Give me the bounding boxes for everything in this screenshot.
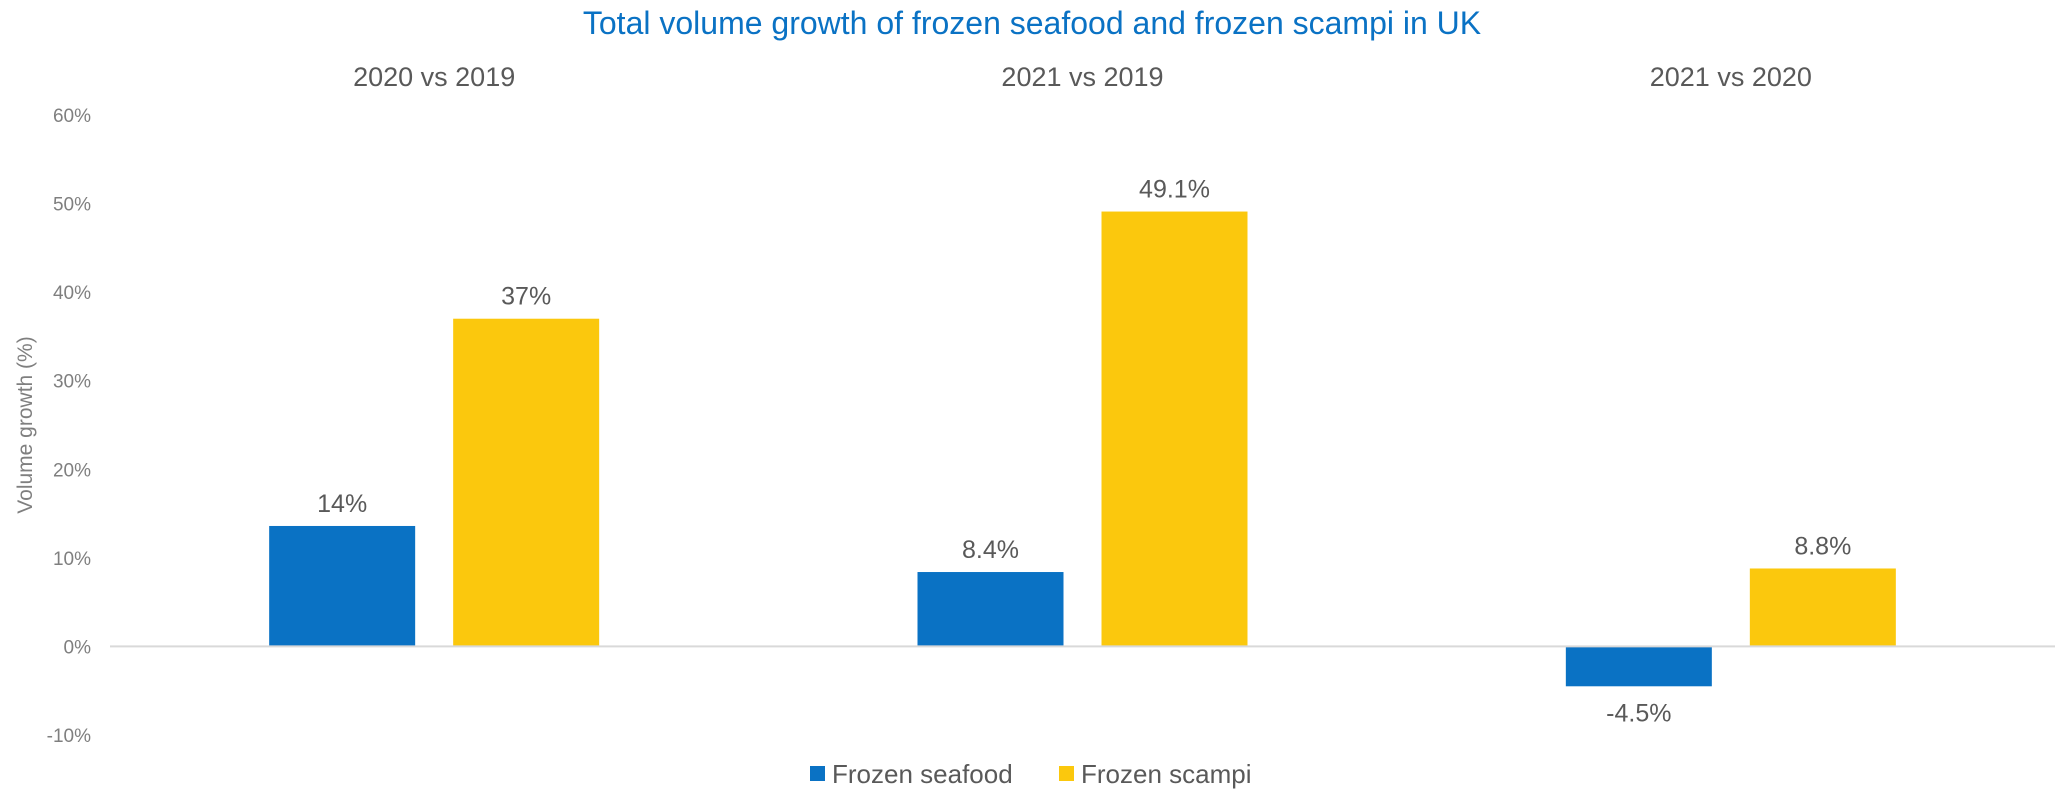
data-labels: 14% 37% 8.4% 49.1% -4.5% 8.8% <box>317 176 1851 728</box>
y-tick-label: 0% <box>64 637 92 658</box>
data-label: -4.5% <box>1606 699 1671 727</box>
y-tick-label: 60% <box>53 106 91 127</box>
category-labels: 2020 vs 2019 2021 vs 2019 2021 vs 2020 <box>353 62 1812 92</box>
y-axis-label: Volume growth (%) <box>14 336 37 513</box>
bar <box>1749 568 1896 647</box>
legend-swatch <box>1059 766 1074 781</box>
category-label: 2021 vs 2020 <box>1650 62 1812 92</box>
bar <box>917 572 1064 647</box>
bar <box>1565 646 1712 687</box>
data-label: 8.8% <box>1794 532 1851 560</box>
data-label: 14% <box>317 490 367 518</box>
y-tick-label: 50% <box>53 195 91 216</box>
legend-swatch <box>810 766 825 781</box>
legend-label: Frozen scampi <box>1081 759 1252 789</box>
bar <box>1101 211 1248 647</box>
category-label: 2021 vs 2019 <box>1001 62 1163 92</box>
y-tick-label: -10% <box>47 726 91 747</box>
y-tick-label: 20% <box>53 460 91 481</box>
y-axis: -10% 0% 10% 20% 30% 40% 50% 60% <box>47 106 91 747</box>
legend: Frozen seafood Frozen scampi <box>810 759 1252 789</box>
y-tick-label: 40% <box>53 283 91 304</box>
data-label: 37% <box>501 283 551 311</box>
bar <box>453 318 600 647</box>
data-label: 49.1% <box>1139 176 1210 204</box>
y-tick-label: 30% <box>53 372 91 393</box>
data-label: 8.4% <box>962 536 1019 564</box>
bars <box>269 211 1896 687</box>
legend-label: Frozen seafood <box>832 759 1013 789</box>
category-label: 2020 vs 2019 <box>353 62 515 92</box>
y-tick-label: 10% <box>53 549 91 570</box>
bar <box>269 525 416 647</box>
chart-title: Total volume growth of frozen seafood an… <box>583 5 1481 41</box>
